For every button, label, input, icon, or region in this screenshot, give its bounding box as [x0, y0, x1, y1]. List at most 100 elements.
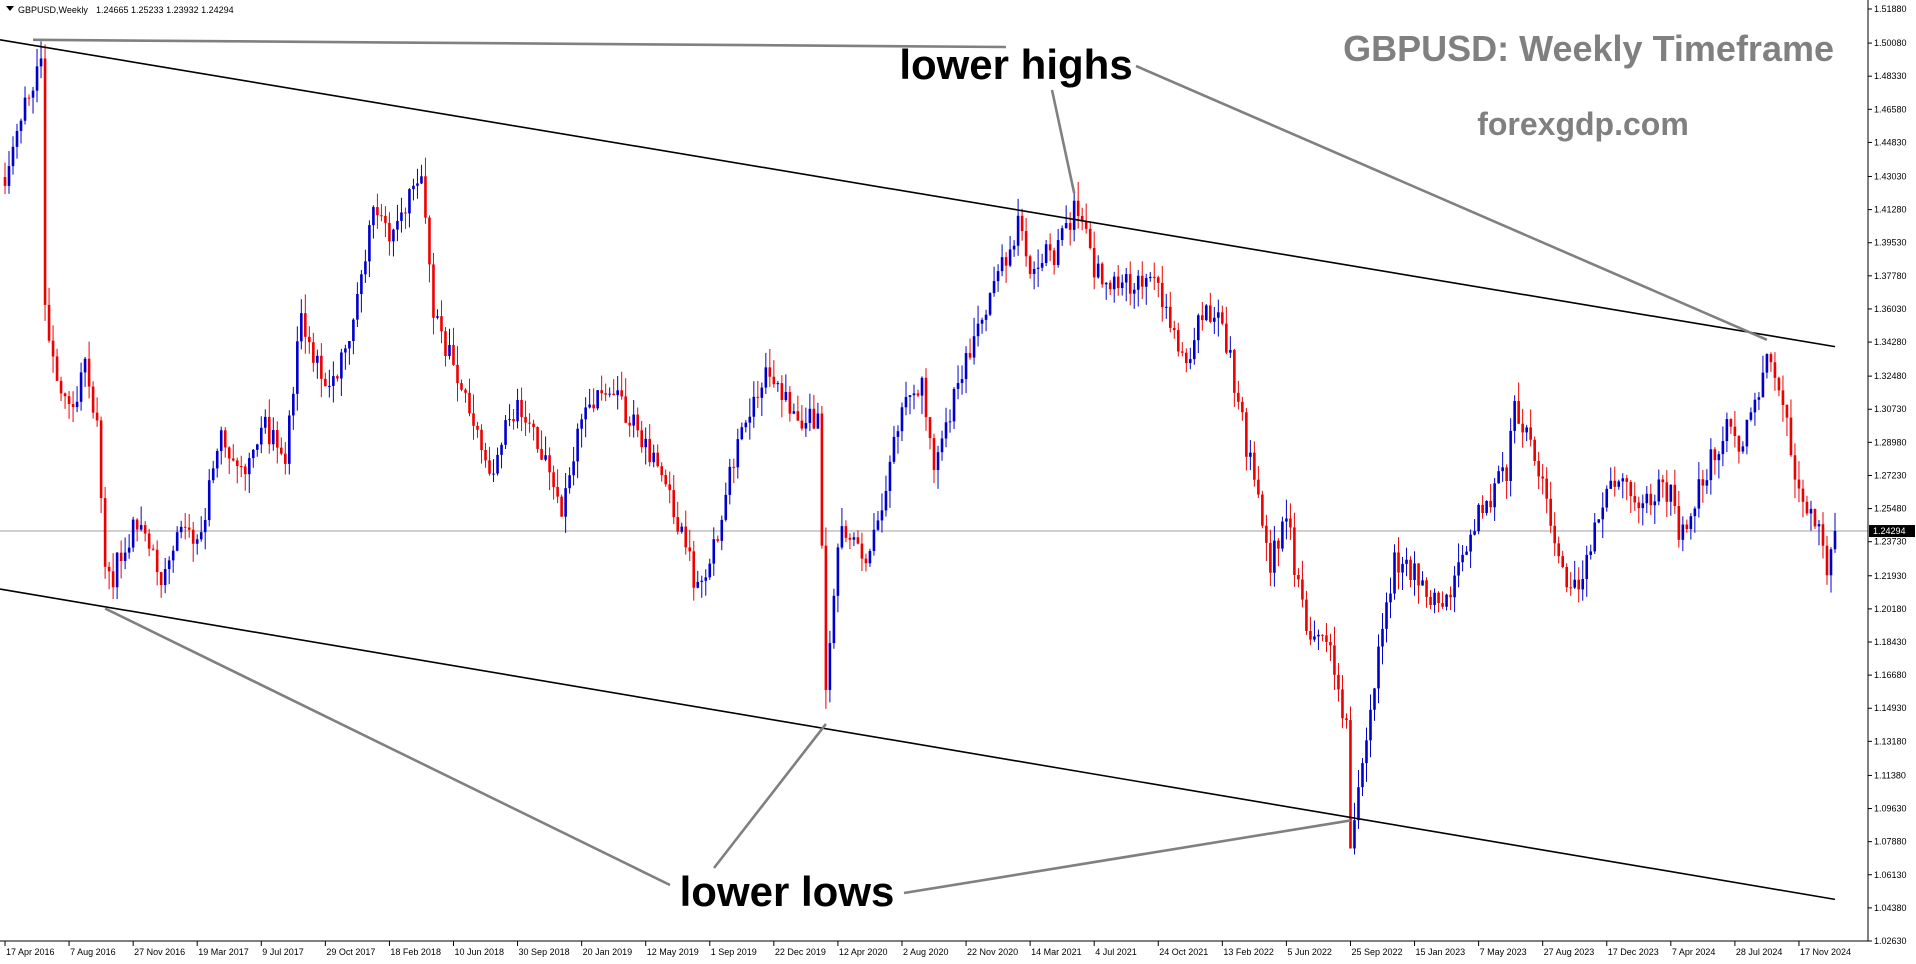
y-tick-label: 1.11380 — [1874, 770, 1906, 780]
candle — [908, 394, 912, 415]
candle-body — [424, 176, 427, 218]
candle — [692, 541, 696, 601]
candle-body — [183, 526, 187, 528]
candle — [1092, 231, 1096, 290]
candle-body — [928, 417, 932, 439]
candle-body — [320, 355, 323, 379]
candle-body — [616, 390, 619, 396]
candle — [1273, 526, 1276, 587]
candle-body — [1641, 503, 1645, 509]
candle-body — [760, 387, 764, 398]
candle — [263, 409, 267, 434]
y-tick-label: 1.06130 — [1874, 870, 1907, 880]
candle — [111, 553, 115, 600]
candle-body — [948, 421, 952, 423]
candle-body — [380, 215, 383, 217]
candle — [448, 328, 451, 360]
candle — [944, 407, 948, 448]
candle-body — [1445, 594, 1448, 607]
candle-body — [904, 396, 908, 408]
candle — [976, 305, 980, 347]
candle — [1221, 305, 1224, 326]
candle-body — [215, 451, 219, 469]
candle — [1401, 556, 1404, 591]
candle-body — [684, 526, 688, 548]
candle-body — [1433, 592, 1436, 605]
candle-body — [1373, 688, 1376, 710]
y-tick-label: 1.16680 — [1874, 670, 1907, 680]
candle-body — [91, 386, 95, 413]
candle-body — [664, 475, 668, 485]
candle — [776, 380, 780, 392]
candle-body — [492, 473, 495, 475]
candle — [428, 215, 431, 283]
candle-body — [1441, 603, 1444, 607]
candle — [320, 343, 323, 398]
candle-body — [500, 444, 503, 455]
candle — [792, 403, 796, 415]
candle — [1301, 560, 1304, 608]
candle — [135, 518, 139, 542]
candle — [556, 469, 559, 504]
candle — [1561, 550, 1565, 569]
candle — [612, 379, 615, 396]
candle-body — [219, 430, 223, 452]
candle-body — [1048, 244, 1052, 251]
candle-body — [560, 496, 563, 517]
candle-body — [1677, 506, 1681, 540]
candle — [1032, 261, 1036, 290]
x-tick-label: 22 Nov 2020 — [967, 947, 1018, 957]
candle-body — [776, 383, 780, 385]
candle-body — [27, 97, 31, 99]
candle — [896, 425, 900, 454]
candle — [1649, 483, 1653, 515]
candle-body — [308, 336, 311, 343]
candle — [764, 352, 768, 394]
candle — [35, 48, 39, 103]
candle — [1613, 466, 1617, 497]
candle-body — [988, 293, 992, 315]
candle — [207, 469, 211, 527]
candle — [440, 300, 443, 344]
candle — [360, 269, 363, 313]
candle-body — [1132, 289, 1136, 294]
candle — [1385, 592, 1388, 643]
candle-body — [596, 390, 599, 409]
y-tick-label: 1.34280 — [1874, 337, 1907, 347]
candle — [528, 413, 531, 433]
candle-body — [888, 461, 892, 491]
candle-body — [1609, 480, 1613, 489]
chart-menu-triangle-icon[interactable] — [6, 6, 14, 11]
candle-body — [1573, 579, 1577, 588]
candle-body — [1713, 449, 1717, 461]
candle-body — [920, 377, 924, 396]
candle — [1589, 544, 1593, 560]
candle-body — [95, 412, 99, 421]
y-tick-label: 1.27230 — [1874, 470, 1907, 480]
y-tick-label: 1.30730 — [1874, 404, 1907, 414]
candle-body — [139, 525, 143, 530]
candle — [1269, 529, 1272, 587]
candle — [1197, 313, 1200, 354]
y-tick-label: 1.43030 — [1874, 171, 1907, 181]
candle — [772, 360, 776, 388]
candle — [1241, 396, 1244, 421]
candle — [524, 400, 527, 436]
candle — [332, 361, 335, 403]
watermark: forexgdp.com — [1477, 106, 1689, 142]
candle — [304, 294, 307, 354]
candle — [1813, 508, 1817, 530]
candle — [968, 338, 972, 360]
candle — [143, 521, 147, 542]
candle-body — [1813, 508, 1817, 527]
candle-body — [1237, 392, 1240, 402]
y-tick-label: 1.07880 — [1874, 837, 1907, 847]
candle — [860, 532, 864, 572]
candle — [1729, 418, 1733, 434]
x-tick-label: 27 Nov 2016 — [134, 947, 185, 957]
candle — [1633, 482, 1637, 511]
candle-body — [996, 271, 1000, 282]
candle-body — [1637, 502, 1641, 509]
candle-body — [1525, 427, 1528, 433]
candle-body — [1148, 276, 1152, 279]
